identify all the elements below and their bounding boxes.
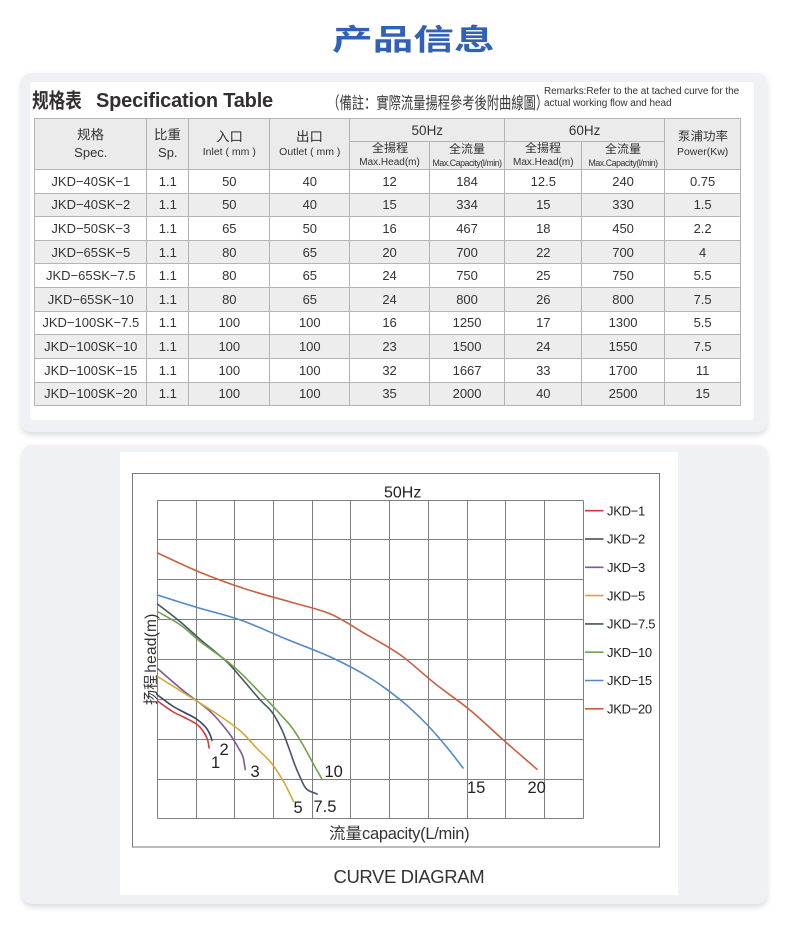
svg-text:7.5: 7.5 bbox=[313, 798, 336, 816]
svg-text:JKD−7.5: JKD−7.5 bbox=[607, 617, 655, 632]
svg-text:capacity(L/min): capacity(L/min) bbox=[362, 825, 469, 843]
svg-text:head(m): head(m) bbox=[143, 614, 160, 673]
svg-text:JKD−20: JKD−20 bbox=[607, 702, 652, 717]
svg-text:20: 20 bbox=[527, 779, 545, 797]
svg-text:15: 15 bbox=[467, 779, 485, 797]
svg-text:50Hz: 50Hz bbox=[384, 485, 421, 502]
svg-text:2: 2 bbox=[219, 741, 228, 759]
svg-text:JKD−3: JKD−3 bbox=[607, 560, 645, 575]
svg-text:JKD−10: JKD−10 bbox=[607, 645, 652, 660]
svg-text:3: 3 bbox=[250, 763, 259, 781]
svg-text:JKD−1: JKD−1 bbox=[607, 503, 645, 518]
svg-text:JKD−2: JKD−2 bbox=[607, 532, 645, 547]
svg-text:10: 10 bbox=[324, 763, 342, 781]
svg-text:5: 5 bbox=[293, 799, 302, 817]
svg-text:JKD−5: JKD−5 bbox=[607, 588, 645, 603]
svg-text:JKD−15: JKD−15 bbox=[607, 673, 652, 688]
svg-text:1: 1 bbox=[211, 754, 220, 772]
